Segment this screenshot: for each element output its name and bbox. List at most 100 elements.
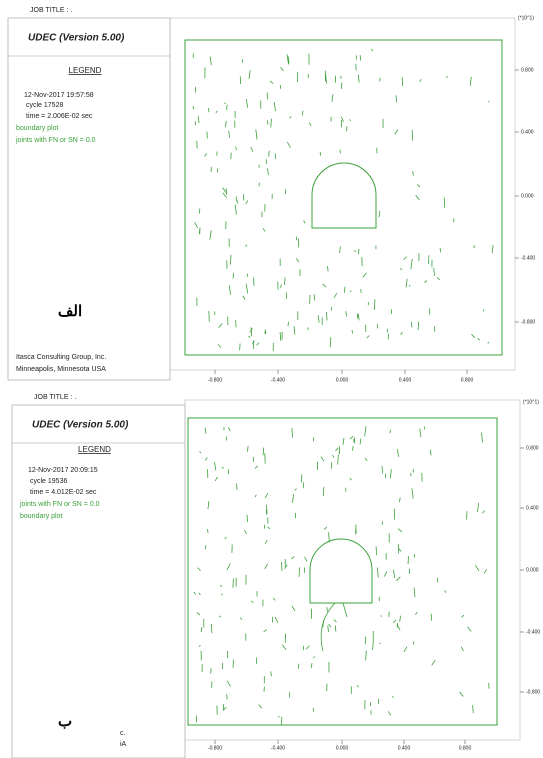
- joint: [477, 502, 480, 513]
- legend-item: boundary plot: [16, 125, 58, 132]
- joint: [491, 244, 494, 254]
- joint: [397, 448, 399, 457]
- y-tick-label: -0.800: [521, 319, 535, 325]
- joint: [413, 587, 416, 598]
- joint: [340, 116, 344, 122]
- joint: [342, 437, 345, 445]
- joint: [297, 663, 300, 669]
- joint: [469, 76, 472, 86]
- joint: [475, 564, 480, 572]
- crack: [320, 602, 336, 652]
- joint: [264, 539, 268, 544]
- joint: [374, 299, 376, 310]
- y-tick-label: 0.000: [521, 193, 534, 199]
- joint: [220, 593, 224, 596]
- joint: [459, 691, 464, 697]
- cycle: cycle 17528: [26, 102, 63, 109]
- joint: [303, 220, 306, 224]
- joint: [320, 456, 325, 462]
- joint: [394, 129, 399, 135]
- program-name: UDEC (Version 5.00): [32, 420, 129, 431]
- joint: [357, 313, 360, 321]
- joint: [287, 321, 289, 327]
- joint: [249, 327, 253, 333]
- joint: [378, 210, 381, 218]
- joint: [349, 119, 351, 122]
- y-tick-label: 0.000: [526, 567, 539, 573]
- joint: [228, 285, 231, 295]
- scale-note: (*10^1): [518, 15, 534, 21]
- joint: [206, 131, 208, 139]
- y-tick-label: -0.400: [521, 255, 535, 261]
- joint: [352, 446, 354, 451]
- plot-frame: [184, 399, 521, 741]
- joint: [244, 529, 247, 535]
- joint: [224, 102, 226, 105]
- joint: [313, 294, 316, 301]
- tunnel: [311, 162, 377, 229]
- date: 12-Nov-2017 19:57:58: [24, 92, 94, 99]
- joint: [240, 617, 243, 620]
- joint: [354, 250, 357, 252]
- joint: [337, 454, 339, 465]
- date: 12-Nov-2017 20:09:15: [28, 467, 98, 474]
- joint: [252, 340, 255, 349]
- joint: [399, 497, 401, 503]
- joint: [284, 564, 288, 569]
- joint: [460, 646, 464, 652]
- joint: [263, 524, 266, 529]
- joint: [270, 118, 272, 128]
- joint: [477, 337, 481, 341]
- x-tick-label: -0.800: [208, 745, 222, 751]
- joint: [250, 600, 254, 604]
- joint: [255, 129, 258, 140]
- joint: [376, 567, 379, 578]
- joint: [327, 625, 329, 633]
- joint: [286, 54, 289, 65]
- x-tick-label: 0.800: [459, 745, 472, 751]
- joint: [258, 704, 263, 709]
- joint: [196, 612, 201, 616]
- joint: [364, 457, 368, 462]
- model-boundary: [184, 39, 503, 356]
- joint: [214, 461, 217, 471]
- y-tick-label: 0.800: [526, 445, 539, 451]
- joint: [267, 526, 271, 530]
- joint: [272, 597, 276, 601]
- joint: [204, 427, 207, 434]
- joint: [198, 592, 201, 596]
- joint: [472, 705, 474, 714]
- joint: [197, 567, 201, 572]
- joint: [228, 130, 230, 138]
- joint: [273, 101, 276, 112]
- cycle: cycle 19536: [30, 478, 67, 485]
- joint: [295, 258, 300, 263]
- job-title: JOB TITLE : .: [34, 394, 76, 401]
- joint: [481, 432, 483, 443]
- joint: [333, 292, 338, 298]
- joint: [487, 341, 490, 344]
- joint: [221, 466, 224, 469]
- footer-text: Minneapolis, Minnesota USA: [16, 366, 106, 373]
- joint: [256, 342, 260, 346]
- crack: [342, 602, 348, 618]
- panel-label: الف: [58, 303, 82, 320]
- tunnel: [309, 538, 373, 604]
- joint: [220, 584, 223, 588]
- joint: [419, 79, 422, 82]
- joint: [353, 437, 356, 444]
- joint: [403, 646, 408, 653]
- joint: [389, 469, 392, 479]
- joint: [269, 80, 274, 85]
- joint: [280, 66, 284, 72]
- joint: [325, 73, 327, 84]
- joint: [268, 150, 270, 157]
- x-tick-label: -0.800: [208, 377, 222, 383]
- joint: [356, 684, 359, 688]
- time: time = 2.006E-02 sec: [26, 113, 93, 120]
- joint: [366, 335, 370, 339]
- joint: [234, 204, 237, 215]
- joint: [436, 577, 439, 583]
- joint: [424, 280, 428, 284]
- joint: [264, 563, 269, 570]
